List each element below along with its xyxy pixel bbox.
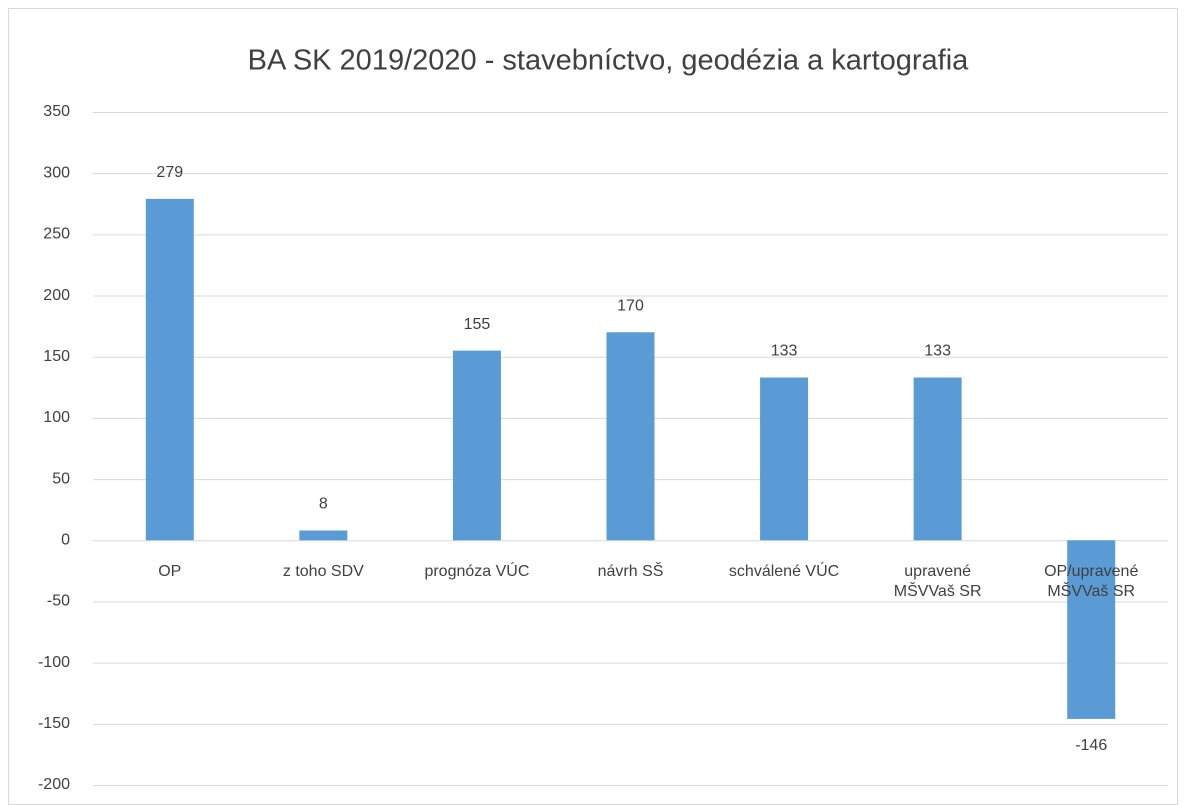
x-tick-label: prognóza VÚC xyxy=(424,563,530,581)
x-tick-label: upravené MŠVVaš SR xyxy=(893,563,982,601)
x-tick-label: schválené VÚC xyxy=(728,563,840,581)
data-label: 133 xyxy=(924,343,951,360)
y-tick-label: 250 xyxy=(43,226,70,243)
y-tick-label: -50 xyxy=(47,593,70,610)
y-tick-label: 150 xyxy=(43,348,70,365)
x-tick-label: návrh SŠ xyxy=(597,563,664,581)
data-label: 155 xyxy=(464,316,491,333)
y-tick-label: 50 xyxy=(52,470,70,487)
data-label: 8 xyxy=(319,496,328,513)
y-tick-label: 200 xyxy=(43,287,70,304)
bar xyxy=(606,332,655,541)
bar xyxy=(913,377,962,541)
y-tick-label: -200 xyxy=(38,776,70,793)
bar xyxy=(760,377,809,541)
chart-frame xyxy=(8,8,1178,805)
x-tick-label: OP/upravené MŠVVaš SR xyxy=(1044,563,1139,601)
x-tick-label: OP xyxy=(158,563,182,581)
y-tick-label: 0 xyxy=(61,531,70,548)
bar xyxy=(1067,540,1116,719)
y-tick-label: 350 xyxy=(43,103,70,120)
bar xyxy=(452,350,501,541)
bar xyxy=(299,530,348,541)
chart-title: BA SK 2019/2020 - stavebníctvo, geodézia… xyxy=(248,45,970,77)
data-label: -146 xyxy=(1075,737,1107,754)
y-tick-label: 100 xyxy=(43,409,70,426)
bar xyxy=(145,198,194,541)
y-tick-label: -150 xyxy=(38,715,70,732)
x-tick-label: z toho SDV xyxy=(282,563,364,581)
y-tick-label: 300 xyxy=(43,164,70,181)
data-label: 170 xyxy=(617,297,644,314)
data-label: 133 xyxy=(771,343,798,360)
data-label: 279 xyxy=(156,164,183,181)
y-tick-label: -100 xyxy=(38,654,70,671)
